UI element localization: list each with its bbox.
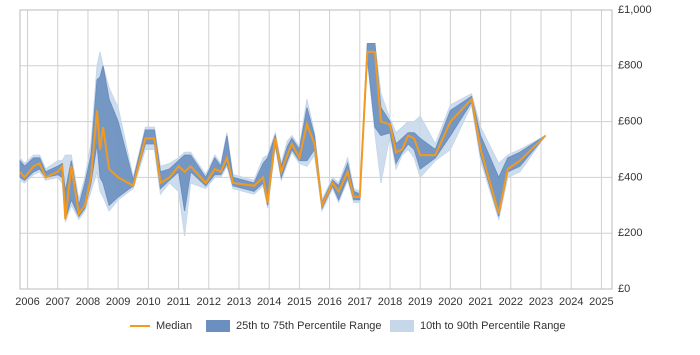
x-tick-label: 2019 <box>408 296 432 308</box>
y-tick-label: £800 <box>618 60 642 72</box>
x-tick-label: 2007 <box>46 296 70 308</box>
x-tick-label: 2009 <box>106 296 130 308</box>
x-tick-label: 2025 <box>589 296 613 308</box>
x-tick-label: 2008 <box>76 296 100 308</box>
x-tick-label: 2017 <box>348 296 372 308</box>
legend-swatch <box>390 320 414 332</box>
y-tick-label: £1,000 <box>618 4 652 16</box>
legend-label: Median <box>156 320 192 332</box>
x-tick-label: 2013 <box>227 296 251 308</box>
plot-border <box>19 9 613 290</box>
x-tick-label: 2021 <box>468 296 492 308</box>
y-tick-label: £600 <box>618 116 642 128</box>
x-tick-label: 2024 <box>559 296 583 308</box>
x-tick-label: 2023 <box>529 296 553 308</box>
x-tick-label: 2006 <box>15 296 39 308</box>
y-tick-label: £0 <box>618 283 630 295</box>
median-line <box>19 50 547 220</box>
x-tick-label: 2011 <box>167 296 191 308</box>
x-tick-label: 2014 <box>257 296 281 308</box>
legend-label: 10th to 90th Percentile Range <box>420 320 566 332</box>
y-tick-label: £200 <box>618 227 642 239</box>
x-tick-label: 2015 <box>287 296 311 308</box>
x-tick-label: 2018 <box>378 296 402 308</box>
x-tick-label: 2020 <box>438 296 462 308</box>
legend-label: 25th to 75th Percentile Range <box>236 320 382 332</box>
y-tick-label: £400 <box>618 171 642 183</box>
x-tick-label: 2012 <box>197 296 221 308</box>
x-tick-label: 2022 <box>499 296 523 308</box>
x-tick-label: 2016 <box>317 296 341 308</box>
legend-swatch <box>206 320 230 332</box>
x-tick-label: 2010 <box>136 296 160 308</box>
